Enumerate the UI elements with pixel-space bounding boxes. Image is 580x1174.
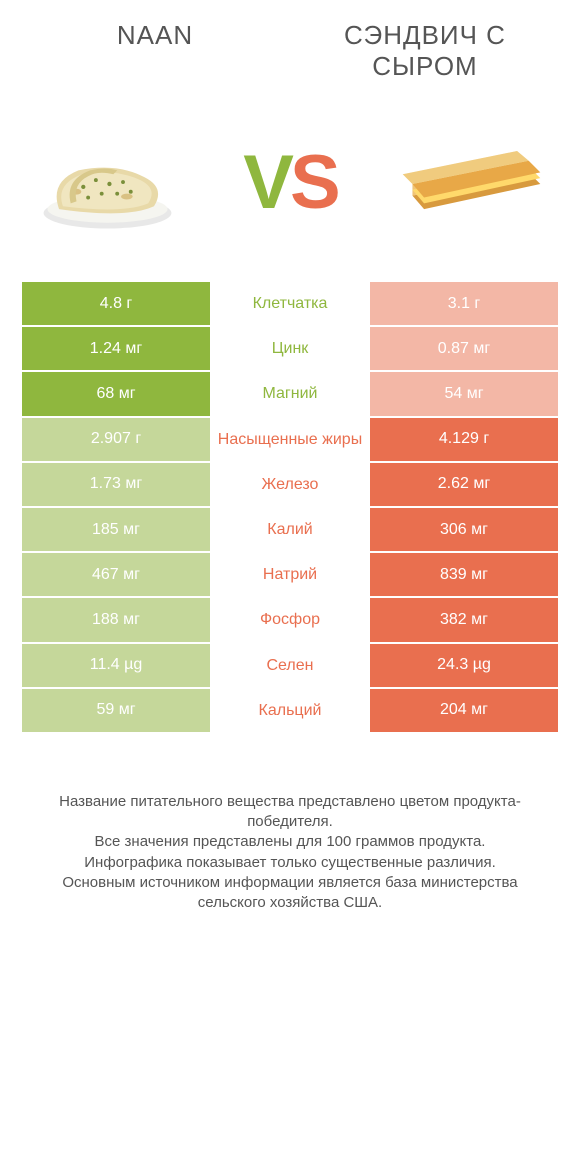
nutrient-label: Селен	[210, 644, 370, 687]
nutrient-label: Железо	[210, 463, 370, 506]
value-right: 24.3 µg	[370, 644, 558, 687]
footnote: Название питательного вещества представл…	[0, 732, 580, 934]
product-right-title: СЭНДВИЧ С СЫРОМ	[290, 20, 560, 82]
footnote-line: Название питательного вещества представл…	[30, 792, 550, 833]
value-left: 2.907 г	[22, 418, 210, 461]
table-row: 467 мгНатрий839 мг	[22, 551, 558, 596]
comparison-table: 4.8 гКлетчатка3.1 г1.24 мгЦинк0.87 мг68 …	[0, 282, 580, 732]
header-row: NAAN СЭНДВИЧ С СЫРОМ	[0, 0, 580, 92]
table-row: 185 мгКалий306 мг	[22, 506, 558, 551]
table-row: 68 мгМагний54 мг	[22, 370, 558, 415]
nutrient-label: Фосфор	[210, 598, 370, 641]
hero-row: VS	[0, 92, 580, 282]
table-row: 4.8 гКлетчатка3.1 г	[22, 282, 558, 325]
value-left: 1.24 мг	[22, 327, 210, 370]
value-right: 2.62 мг	[370, 463, 558, 506]
table-row: 2.907 гНасыщенные жиры4.129 г	[22, 416, 558, 461]
nutrient-label: Насыщенные жиры	[210, 418, 370, 461]
table-row: 1.73 мгЖелезо2.62 мг	[22, 461, 558, 506]
sandwich-image	[395, 122, 550, 242]
value-left: 59 мг	[22, 689, 210, 732]
value-left: 185 мг	[22, 508, 210, 551]
table-row: 59 мгКальций204 мг	[22, 687, 558, 732]
nutrient-label: Калий	[210, 508, 370, 551]
footnote-line: Основным источником информации является …	[30, 873, 550, 914]
table-row: 1.24 мгЦинк0.87 мг	[22, 325, 558, 370]
footnote-line: Инфографика показывает только существенн…	[30, 853, 550, 873]
value-left: 188 мг	[22, 598, 210, 641]
footnote-line: Все значения представлены для 100 граммо…	[30, 832, 550, 852]
nutrient-label: Кальций	[210, 689, 370, 732]
value-right: 204 мг	[370, 689, 558, 732]
table-row: 11.4 µgСелен24.3 µg	[22, 642, 558, 687]
value-right: 3.1 г	[370, 282, 558, 325]
table-row: 188 мгФосфор382 мг	[22, 596, 558, 641]
value-right: 382 мг	[370, 598, 558, 641]
product-left-title: NAAN	[20, 20, 290, 82]
value-left: 4.8 г	[22, 282, 210, 325]
value-right: 0.87 мг	[370, 327, 558, 370]
vs-v: V	[243, 140, 290, 225]
vs-label: VS	[243, 139, 336, 226]
value-left: 467 мг	[22, 553, 210, 596]
nutrient-label: Магний	[210, 372, 370, 415]
value-left: 68 мг	[22, 372, 210, 415]
value-right: 839 мг	[370, 553, 558, 596]
nutrient-label: Цинк	[210, 327, 370, 370]
value-left: 11.4 µg	[22, 644, 210, 687]
value-right: 4.129 г	[370, 418, 558, 461]
nutrient-label: Натрий	[210, 553, 370, 596]
nutrient-label: Клетчатка	[210, 282, 370, 325]
value-left: 1.73 мг	[22, 463, 210, 506]
value-right: 54 мг	[370, 372, 558, 415]
vs-s: S	[290, 140, 337, 225]
value-right: 306 мг	[370, 508, 558, 551]
naan-image	[30, 122, 185, 242]
